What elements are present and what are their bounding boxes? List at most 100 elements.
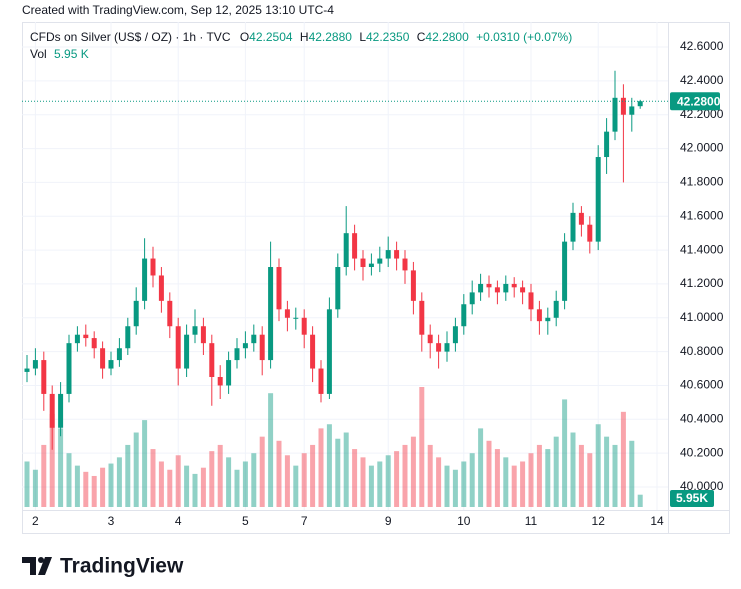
volume-bar (335, 438, 341, 507)
candle-body (41, 360, 47, 394)
candle-body (612, 97, 618, 132)
volume-bar (620, 411, 626, 507)
candle-body (570, 212, 576, 242)
y-tick-label: 41.4000 (680, 242, 724, 256)
volume-bar (192, 473, 198, 507)
volume-bar (637, 494, 643, 507)
logo: TradingView (22, 555, 184, 578)
candle-body (226, 360, 232, 386)
x-tick-label: 12 (592, 514, 606, 528)
volume-bar (536, 444, 542, 507)
volume-bar (284, 455, 290, 507)
volume-bar (74, 465, 80, 507)
brand: TradingView (60, 555, 184, 578)
volume-bar (578, 444, 584, 507)
x-tick-label: 2 (32, 514, 39, 528)
volume-bar (436, 457, 442, 507)
legend-value: 42.2800 (425, 30, 469, 44)
volume-legend: Vol 5.95 K (30, 47, 89, 61)
candle-body (536, 309, 542, 322)
legend-key: C (417, 30, 426, 44)
candle-body (310, 334, 316, 369)
volume-bar (242, 461, 248, 507)
candle-body (100, 348, 106, 369)
candle-body (427, 334, 433, 344)
candle-body (326, 309, 332, 394)
candle-body (175, 326, 181, 369)
volume-bar (452, 469, 458, 507)
volume-bar (511, 465, 517, 507)
candle-body (486, 283, 492, 288)
candle-body (553, 300, 559, 318)
last-volume-box (670, 490, 714, 507)
y-tick-label: 41.8000 (680, 175, 724, 189)
y-tick-label: 40.4000 (680, 411, 724, 425)
legend-line: CFDs on Silver (US$ / OZ) · 1h · TVC O42… (30, 30, 572, 44)
legend-value: 5.95 K (54, 47, 89, 61)
candle-body (545, 317, 551, 322)
volume-bar (402, 444, 408, 507)
volume-bar (142, 420, 148, 507)
volume-bar (310, 444, 316, 507)
volume-bar (226, 457, 232, 507)
y-tick-label: 40.0000 (680, 479, 724, 493)
volume-bar (469, 453, 475, 507)
candle-body (133, 300, 139, 327)
volume-bar (293, 465, 299, 507)
candle-body (503, 283, 509, 293)
volume-bar (595, 424, 601, 507)
volume-bar (494, 449, 500, 507)
candle-body (377, 258, 383, 264)
volume-bar (276, 440, 282, 507)
candle-body (352, 233, 358, 259)
candle-body (234, 348, 240, 361)
candle-body (158, 275, 164, 301)
candle-body (394, 250, 400, 259)
volume-bar (427, 444, 433, 507)
volume-bar (268, 393, 274, 507)
candle-body (209, 343, 215, 378)
x-tick-label: 4 (175, 514, 182, 528)
candle-body (461, 304, 467, 327)
candle-body (108, 360, 114, 369)
legend-key: L (359, 30, 366, 44)
volume-bar (394, 451, 400, 507)
volume-bar (41, 444, 47, 507)
candle-body (74, 334, 80, 344)
candle-body (343, 233, 349, 268)
y-tick-label: 42.0000 (680, 141, 724, 155)
candle-body (368, 263, 374, 268)
volume-bar (461, 461, 467, 507)
volume-bar (133, 432, 139, 507)
candle-body (402, 258, 408, 271)
candle-body (242, 343, 248, 349)
candle-body (32, 360, 38, 369)
candle-body (293, 317, 299, 319)
candle-body (251, 334, 257, 344)
volume-bar (318, 428, 324, 507)
candle-body (436, 343, 442, 352)
volume-bar (175, 455, 181, 507)
volume-bar (553, 436, 559, 507)
candle-body (604, 131, 610, 158)
volume-bar (66, 453, 72, 507)
x-tick-label: 5 (242, 514, 249, 528)
candle-body (511, 283, 517, 288)
volume-bar (562, 399, 568, 507)
candle-body (167, 300, 173, 327)
candle-body (562, 241, 568, 301)
volume-bar (410, 436, 416, 507)
candle-body (385, 250, 391, 259)
x-tick-label: 9 (385, 514, 392, 528)
y-tick-label: 42.4000 (680, 73, 724, 87)
volume-bar (58, 428, 64, 507)
last-price-label: 42.2800 (677, 94, 721, 108)
volume-bar (234, 469, 240, 507)
candle-body (469, 292, 475, 305)
candle-body (49, 393, 55, 428)
candle-body (125, 326, 131, 349)
x-tick-label: 7 (301, 514, 308, 528)
logo-icon (22, 557, 36, 575)
candle-body (452, 326, 458, 344)
last-volume-label: 5.95K (676, 491, 708, 505)
